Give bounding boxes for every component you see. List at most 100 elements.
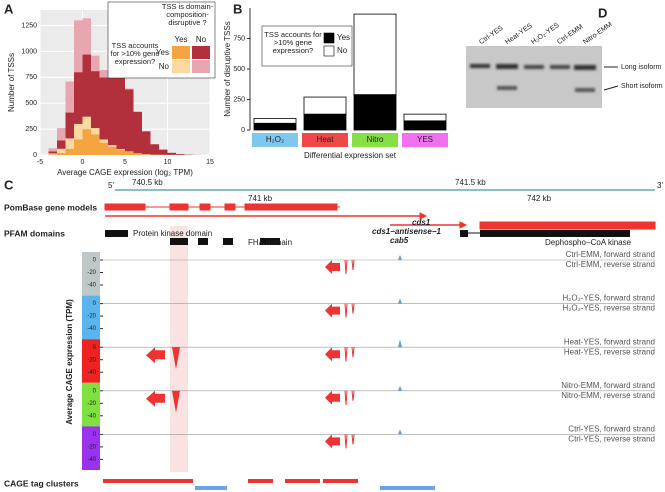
histogram-bar: [125, 89, 134, 152]
lane-label: Heat-YES: [504, 22, 534, 46]
track-label: Heat-YES, reverse strand: [564, 347, 655, 356]
y-tick-label: -40: [87, 413, 96, 419]
legend-swatch: [192, 60, 210, 73]
track-label: Heat-YES, forward strand: [564, 337, 655, 346]
x-tick-label: 10: [164, 159, 172, 166]
y-tick-label: 0: [93, 301, 97, 307]
row-label: PomBase gene models: [4, 202, 97, 212]
legend-row: Yes: [156, 48, 169, 57]
y-tick-label: -20: [87, 444, 96, 450]
y-tick-label: -20: [87, 401, 96, 407]
signal: [344, 259, 355, 275]
strand-end: 3': [657, 181, 663, 190]
histogram-bar: [108, 145, 117, 147]
y-tick-label: 250: [233, 96, 245, 103]
legend-column: Yes: [174, 35, 187, 44]
signal: [398, 255, 402, 260]
legend-title: TSS accounts for >10% gene expression?: [264, 30, 322, 55]
coordinate-label: 741 kb: [248, 194, 273, 203]
legend-box: [261, 25, 353, 67]
signal: [172, 347, 180, 370]
row-label: PFAM domains: [4, 228, 65, 238]
y-tick-label: 1000: [21, 48, 37, 55]
panel-letter: B: [233, 1, 242, 16]
legend-swatch: [172, 46, 190, 59]
category-box: [402, 133, 448, 147]
arrow: [603, 85, 619, 91]
arrow: [325, 260, 340, 274]
histogram-bar: [116, 149, 125, 155]
y-tick-label: 0: [93, 432, 97, 438]
lane-label: Ctrl-EMM: [556, 23, 584, 46]
histogram-bar: [57, 128, 66, 141]
x-tick-label: 15: [206, 159, 214, 166]
arrow: [325, 347, 340, 362]
category-box: [302, 133, 348, 147]
y-tick-label: 0: [93, 345, 97, 351]
panel-letter: A: [4, 1, 14, 16]
y-tick-label: -20: [87, 357, 96, 363]
histogram-bar: [82, 18, 91, 55]
histogram-bar: [65, 112, 74, 139]
histogram-bar: [48, 151, 57, 154]
gene-label: cds1: [412, 218, 431, 227]
y-tick-label: 750: [25, 74, 37, 81]
histogram-bar: [99, 70, 108, 78]
histogram-bar: [176, 154, 185, 155]
legend-label: Yes: [337, 33, 350, 42]
histogram-bar: [48, 154, 57, 155]
histogram-bar: [48, 148, 57, 152]
x-tick-label: YES: [417, 135, 433, 144]
legend-swatch: [323, 32, 335, 44]
y-tick-label: 500: [25, 100, 37, 107]
legend-swatch: [192, 46, 210, 59]
histogram-bar: [133, 153, 142, 155]
band-label: Long isoform: [621, 64, 662, 71]
row-label: CAGE tag clusters: [4, 478, 79, 488]
track-label: Nitro-EMM, reverse strand: [561, 391, 655, 400]
bar-segment: [253, 122, 297, 131]
legend-row: No: [159, 62, 170, 71]
histogram-bar: [82, 116, 91, 130]
histogram-bar: [108, 146, 117, 155]
legend-swatch: [323, 45, 335, 57]
pfam-boxes: [105, 230, 630, 245]
bar-segment: [253, 118, 297, 124]
histogram-bar: [74, 72, 83, 124]
histogram-bar: [91, 71, 100, 129]
gene-label: cds1−antisense−1: [372, 227, 441, 236]
histogram-bar: [116, 71, 125, 149]
histogram-bar: [91, 55, 100, 72]
histogram-bar: [116, 148, 125, 150]
histogram-bar: [91, 134, 100, 155]
arrow: [325, 434, 340, 449]
signal: [344, 390, 355, 405]
histogram-bar: [108, 72, 117, 146]
y-tick-label: -20: [87, 270, 96, 276]
histogram-bar: [99, 139, 108, 143]
x-tick-label: Heat: [317, 135, 335, 144]
histogram-bar: [57, 140, 66, 149]
histogram-bar: [167, 152, 176, 155]
legend-swatch: [172, 60, 190, 73]
legend-row-title: TSS accounts for >10% gene expression?: [110, 41, 160, 66]
histogram-bar: [142, 131, 151, 155]
track-color: [82, 295, 100, 340]
y-tick-label: 1250: [21, 22, 37, 29]
gel-bands: [470, 64, 596, 92]
y-tick-label: 0: [93, 388, 97, 394]
x-axis-label: Average CAGE expression (log₂ TPM): [57, 168, 193, 177]
coordinate-label: 741.5 kb: [455, 178, 486, 187]
y-tick-label: -20: [87, 314, 96, 320]
lane-label: H₂O₂-YES: [530, 22, 561, 46]
y-axis-label: Number of TSSs: [7, 53, 16, 112]
histogram-bar: [159, 149, 168, 155]
legend-label: No: [337, 46, 348, 55]
histogram-bar: [74, 139, 83, 155]
y-axis-label: Number of disruptive TSSs: [223, 21, 232, 116]
arrow: [325, 390, 340, 405]
legend-title: TSS is domain-composition-disruptive ?: [161, 2, 214, 27]
band-label: Short isoform: [621, 83, 663, 90]
bar-segment: [403, 120, 447, 131]
